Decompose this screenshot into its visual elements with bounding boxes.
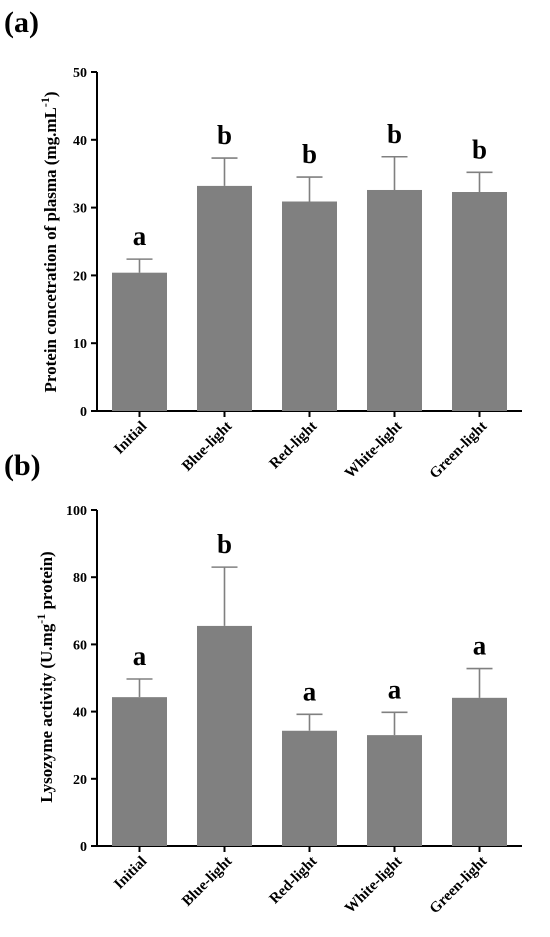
error-bar-initial: [126, 258, 153, 273]
y-tick-label: 0: [80, 405, 87, 420]
y-tick-label: 80: [73, 571, 87, 586]
error-bar-blue-light: [211, 157, 238, 186]
bar-initial: [112, 272, 167, 411]
x-tick-label: Blue-light: [179, 419, 235, 475]
x-tick-label: White-light: [342, 419, 405, 482]
y-tick-label: 60: [73, 638, 87, 653]
bar-green-light: [452, 697, 507, 846]
panel-a-plot: 0 10 20 30 40 50 a Initial b Blue-light b Red-light…: [73, 66, 522, 482]
significance-label: b: [302, 139, 317, 169]
y-tick-label: 30: [73, 202, 87, 217]
error-bar-initial: [126, 678, 153, 698]
significance-label: b: [217, 120, 232, 150]
panel-b-plot: 0 20 40 60 80 100 a Initial b Blue-light a Red-ligh…: [66, 504, 522, 917]
significance-label: a: [133, 221, 147, 251]
y-tick-label: 10: [73, 337, 87, 352]
bar-blue-light: [197, 625, 252, 846]
significance-label: a: [303, 676, 317, 706]
panel-b-label: (b): [4, 449, 41, 482]
y-tick-label: 0: [80, 840, 87, 855]
y-tick-label: 20: [73, 269, 87, 284]
x-tick-label: Blue-light: [179, 854, 235, 910]
error-bar-red-light: [296, 713, 323, 731]
x-tick-label: Red-light: [267, 854, 321, 908]
significance-label: a: [388, 674, 402, 704]
significance-label: a: [133, 641, 147, 671]
bar-red-light: [282, 730, 337, 846]
panel-a-label: (a): [4, 6, 39, 39]
significance-label: b: [472, 134, 487, 164]
error-bar-blue-light: [211, 566, 238, 626]
bar-green-light: [452, 192, 507, 411]
x-tick-label: Green-light: [427, 419, 491, 483]
panel-b-ylabel: Lysozyme activity (U.mg-1 protein): [34, 551, 56, 802]
y-tick-label: 20: [73, 773, 87, 788]
significance-label: b: [217, 529, 232, 559]
y-tick-label: 40: [73, 706, 87, 721]
y-tick-label: 40: [73, 134, 87, 149]
bar-red-light: [282, 201, 337, 411]
error-bar-white-light: [381, 711, 408, 736]
x-tick-label: Initial: [111, 854, 150, 893]
bar-initial: [112, 697, 167, 846]
panel-a: (a) Protein concetration of plasma (mg.m…: [4, 6, 522, 482]
bar-white-light: [367, 189, 422, 411]
bar-blue-light: [197, 185, 252, 411]
significance-label: a: [473, 631, 487, 661]
panel-a-ylabel: Protein concetration of plasma (mg.mL-1): [38, 91, 60, 392]
panel-b: (b) Lysozyme activity (U.mg-1 protein) 0…: [4, 449, 522, 917]
error-bar-white-light: [381, 155, 408, 190]
y-tick-label: 100: [66, 504, 87, 519]
x-tick-label: Red-light: [267, 419, 321, 473]
y-tick-label: 50: [73, 66, 87, 81]
x-tick-label: Green-light: [427, 854, 491, 918]
significance-label: b: [387, 119, 402, 149]
error-bar-green-light: [466, 667, 493, 698]
error-bar-red-light: [296, 176, 323, 202]
bar-white-light: [367, 735, 422, 846]
error-bar-green-light: [466, 171, 493, 193]
x-tick-label: White-light: [342, 854, 405, 917]
x-tick-label: Initial: [111, 419, 150, 458]
